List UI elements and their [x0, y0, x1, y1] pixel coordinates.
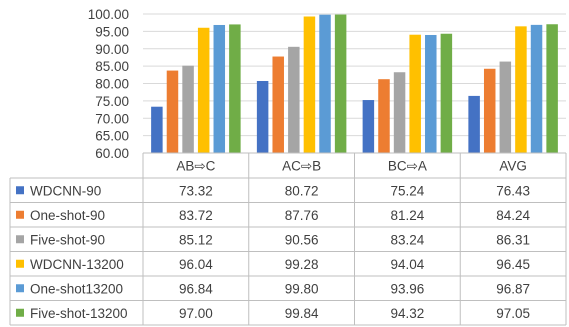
bar-wdcnn-13200-0 — [197, 27, 210, 153]
bar-five-shot-13200-2 — [440, 33, 453, 153]
bar-one-shot13200-1 — [319, 14, 331, 153]
bar-wdcnn-90-2 — [362, 100, 375, 153]
data-label: 96.87 — [496, 281, 530, 296]
series-name: Five-shot-13200 — [30, 306, 128, 321]
legend-key — [16, 210, 24, 219]
series-name: Five-shot-90 — [30, 232, 105, 247]
bar-wdcnn-90-1 — [256, 80, 269, 153]
bar-one-shot-90-2 — [378, 79, 390, 153]
data-label: 87.76 — [285, 208, 319, 223]
series-name: WDCNN-90 — [30, 183, 101, 198]
data-label: 81.24 — [390, 208, 424, 223]
bar-five-shot-90-1 — [288, 46, 300, 153]
y-tick-label: 95.00 — [95, 24, 129, 39]
data-label: 83.72 — [179, 208, 213, 223]
data-label: 73.32 — [179, 183, 213, 198]
data-label: 86.31 — [496, 232, 530, 247]
legend-key — [16, 186, 24, 195]
y-tick-label: 70.00 — [95, 111, 129, 126]
y-tick-label: 80.00 — [95, 77, 129, 92]
data-label: 76.43 — [496, 183, 530, 198]
data-label: 99.80 — [285, 281, 319, 296]
data-label: 85.12 — [179, 232, 213, 247]
category-header: AC⇨B — [282, 159, 321, 174]
data-label: 99.84 — [285, 306, 319, 321]
bar-five-shot-13200-0 — [229, 24, 241, 153]
data-label: 96.45 — [496, 257, 530, 272]
data-label: 97.00 — [179, 306, 213, 321]
bar-five-shot-13200-1 — [334, 14, 347, 153]
category-header: BC⇨A — [388, 159, 427, 174]
bar-one-shot13200-3 — [530, 24, 543, 153]
data-label: 83.24 — [390, 232, 424, 247]
legend-key — [16, 284, 24, 293]
bar-wdcnn-13200-2 — [409, 34, 421, 153]
bar-five-shot-13200-3 — [546, 24, 558, 153]
data-label: 93.96 — [390, 281, 424, 296]
y-tick-label: 100.00 — [88, 7, 129, 22]
category-header: AB⇨C — [176, 159, 215, 174]
bar-one-shot-90-1 — [272, 56, 284, 154]
bar-one-shot13200-2 — [425, 34, 437, 153]
y-tick-label: 85.00 — [95, 59, 129, 74]
series-name: One-shot13200 — [30, 281, 123, 296]
data-label: 97.05 — [496, 306, 530, 321]
bar-five-shot-90-3 — [499, 61, 512, 153]
data-label: 96.04 — [179, 257, 213, 272]
data-label: 96.84 — [179, 281, 213, 296]
data-label: 94.04 — [390, 257, 424, 272]
series-name: One-shot-90 — [30, 208, 105, 223]
legend-key — [16, 308, 24, 317]
bar-wdcnn-13200-1 — [303, 16, 316, 154]
bar-five-shot-90-0 — [182, 65, 194, 153]
legend-key — [16, 259, 24, 268]
bar-wdcnn-13200-3 — [515, 26, 527, 153]
bar-five-shot-90-2 — [393, 72, 406, 153]
data-label: 99.28 — [285, 257, 319, 272]
data-label: 94.32 — [390, 306, 424, 321]
legend-key — [16, 235, 24, 244]
bar-wdcnn-90-3 — [468, 95, 480, 153]
y-tick-label: 75.00 — [95, 94, 129, 109]
y-tick-label: 90.00 — [95, 42, 129, 57]
y-tick-label: 65.00 — [95, 129, 129, 144]
bar-one-shot-90-3 — [483, 68, 496, 153]
data-label: 90.56 — [285, 232, 319, 247]
data-label: 84.24 — [496, 208, 530, 223]
data-label: 75.24 — [390, 183, 424, 198]
bar-wdcnn-90-0 — [151, 106, 163, 153]
data-label: 80.72 — [285, 183, 319, 198]
series-name: WDCNN-13200 — [30, 257, 124, 272]
y-tick-label: 60.00 — [95, 146, 129, 161]
bar-one-shot13200-0 — [213, 24, 226, 153]
bar-one-shot-90-0 — [166, 70, 179, 153]
category-header: AVG — [499, 159, 527, 174]
